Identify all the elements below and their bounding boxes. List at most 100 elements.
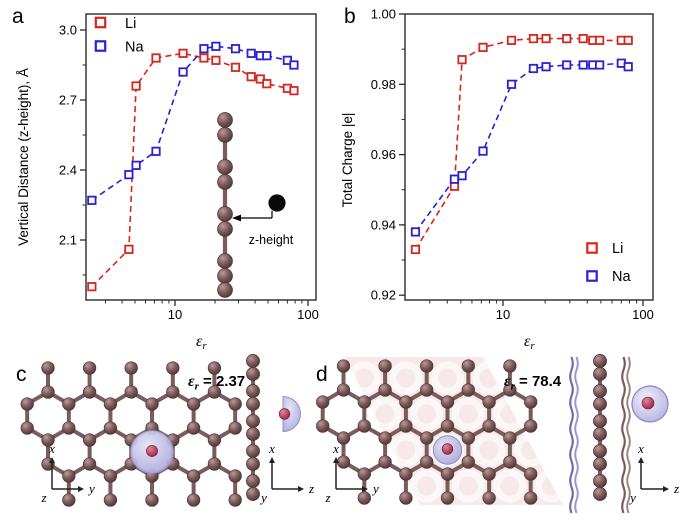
panel-b-label: b bbox=[344, 5, 356, 28]
y-tick-label: 1.00 bbox=[371, 7, 396, 22]
carbon-atom bbox=[399, 419, 413, 433]
axis-gizmo: x z y bbox=[259, 441, 314, 505]
carbon-atom bbox=[166, 361, 180, 375]
carbon-atom bbox=[461, 455, 475, 469]
carbon-atom bbox=[503, 431, 517, 445]
panel-c-epsilon-label: εr = 2.37 bbox=[188, 373, 245, 393]
inset-carbon-atom bbox=[217, 282, 233, 298]
carbon-atom bbox=[378, 455, 392, 469]
data-point bbox=[246, 48, 256, 58]
inset-carbon-atom bbox=[217, 112, 233, 128]
panel-d-epsilon-label: εr = 78.4 bbox=[504, 373, 562, 393]
carbon-atom bbox=[593, 427, 607, 441]
z-height-arrowhead bbox=[232, 214, 241, 222]
data-point bbox=[410, 244, 421, 255]
carbon-atom bbox=[228, 469, 242, 483]
carbon-atom bbox=[103, 421, 118, 435]
data-point bbox=[623, 35, 633, 45]
data-point bbox=[246, 72, 256, 82]
panel-b-y-axis-title: Total Charge |e| bbox=[340, 113, 355, 208]
data-point bbox=[124, 170, 134, 180]
data-point bbox=[199, 44, 209, 54]
carbon-atom bbox=[246, 367, 260, 381]
carbon-atom bbox=[62, 493, 76, 507]
data-point bbox=[131, 81, 141, 91]
data-point bbox=[410, 227, 421, 237]
x-tick-label: 100 bbox=[632, 307, 654, 322]
data-point bbox=[151, 53, 161, 63]
axis-gizmo: x z y bbox=[628, 441, 679, 505]
legend-a bbox=[94, 16, 107, 52]
y-tick-label: 2.4 bbox=[59, 163, 77, 178]
carbon-atom bbox=[207, 361, 222, 375]
carbon-atom bbox=[336, 359, 351, 373]
isosurface-line bbox=[569, 356, 574, 514]
carbon-atom bbox=[336, 383, 351, 397]
carbon-atom bbox=[41, 433, 55, 447]
data-point bbox=[199, 53, 209, 63]
legend-marker-li bbox=[94, 16, 107, 29]
carbon-atom bbox=[207, 457, 222, 471]
carbon-atom bbox=[440, 419, 455, 433]
carbon-atom bbox=[82, 385, 97, 399]
carbon-atom bbox=[207, 433, 222, 447]
carbon-atom bbox=[461, 383, 475, 397]
carbon-atom bbox=[399, 467, 413, 481]
data-point bbox=[255, 74, 265, 84]
x-tick-label: 10 bbox=[168, 307, 182, 322]
carbon-atom bbox=[246, 414, 260, 428]
carbon-atom bbox=[420, 431, 434, 445]
carbon-atom bbox=[207, 385, 222, 399]
carbon-atom bbox=[503, 359, 517, 373]
data-point bbox=[178, 67, 188, 77]
carbon-atom bbox=[440, 491, 455, 505]
panel-c-structure: x y z x z y bbox=[20, 354, 314, 507]
carbon-atom bbox=[399, 395, 413, 409]
data-point bbox=[262, 79, 272, 89]
carbon-atom bbox=[246, 474, 260, 488]
carbon-atom bbox=[316, 395, 330, 409]
inset-carbon-atom bbox=[217, 253, 233, 269]
carbon-atom bbox=[524, 419, 538, 433]
carbon-atom bbox=[336, 431, 351, 445]
panel-b-chart: 0.92 0.94 0.96 0.98 1.00 10 100 bbox=[371, 7, 654, 323]
carbon-atom bbox=[62, 397, 76, 411]
carbon-atom bbox=[378, 359, 392, 373]
carbon-atom bbox=[103, 469, 118, 483]
data-point bbox=[457, 55, 467, 65]
carbon-atom bbox=[593, 457, 607, 471]
carbon-atom bbox=[186, 469, 201, 483]
panel-b-legend-li-label: Li bbox=[612, 241, 623, 257]
carbon-atom bbox=[593, 444, 607, 458]
x-ticks-b: 10 100 bbox=[429, 300, 654, 322]
carbon-atom bbox=[593, 354, 607, 368]
carbon-atom bbox=[503, 455, 517, 469]
plot-frame-a bbox=[85, 13, 317, 301]
x-tick-label: 100 bbox=[297, 307, 319, 322]
carbon-atom bbox=[246, 397, 260, 411]
carbon-atom bbox=[440, 467, 455, 481]
y-tick-label: 0.98 bbox=[371, 77, 396, 92]
panel-a-label: a bbox=[12, 5, 24, 28]
data-point bbox=[528, 34, 539, 44]
carbon-atom bbox=[228, 493, 242, 507]
data-point bbox=[478, 42, 488, 52]
carbon-atom bbox=[461, 431, 475, 445]
carbon-atom bbox=[593, 367, 607, 381]
carbon-atom bbox=[316, 419, 330, 433]
y-tick-label: 2.7 bbox=[59, 93, 77, 108]
data-point bbox=[541, 34, 551, 44]
inset-carbon-atom bbox=[217, 268, 233, 284]
panel-a-chart: 2.1 2.4 2.7 3.0 10 100 bbox=[59, 13, 319, 322]
carbon-atom bbox=[228, 421, 242, 435]
axis-gizmo: x y z bbox=[40, 441, 95, 505]
carbon-atom bbox=[246, 384, 260, 398]
carbon-atom bbox=[145, 493, 159, 507]
y-tick-label: 0.94 bbox=[371, 217, 396, 232]
y-ticks-a: 2.1 2.4 2.7 3.0 bbox=[59, 23, 86, 276]
axis-gizmo-label: y bbox=[87, 481, 95, 496]
x-ticks-a: 10 100 bbox=[104, 300, 319, 322]
metal-ion-side bbox=[278, 408, 291, 420]
